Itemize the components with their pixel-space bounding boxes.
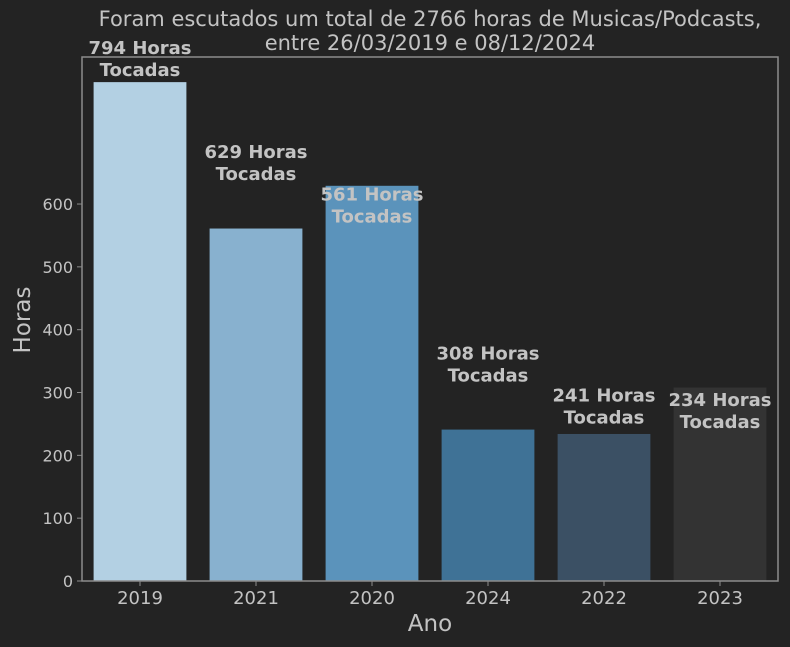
bar: [325, 185, 419, 581]
x-tick-label: 2021: [233, 588, 279, 609]
bar: [441, 429, 535, 581]
y-tick-label: 200: [42, 446, 73, 465]
y-tick-label: 0: [63, 572, 73, 591]
bar-data-label: Tocadas: [448, 365, 529, 386]
bar: [557, 433, 651, 581]
chart-title: Foram escutados um total de 2766 horas d…: [99, 7, 762, 55]
y-tick-label: 100: [42, 509, 73, 528]
bar-data-label: 629 Horas: [204, 142, 307, 163]
bar-data-label: 308 Horas: [436, 343, 539, 364]
bars-group: [93, 82, 767, 581]
bar-data-label: Tocadas: [332, 207, 413, 228]
bar: [673, 387, 767, 581]
x-tick-label: 2024: [465, 588, 511, 609]
y-tick-label: 400: [42, 321, 73, 340]
x-axis-label: Ano: [408, 611, 452, 637]
x-tick-label: 2023: [697, 588, 743, 609]
bar: [209, 228, 303, 581]
bar-data-label: 561 Horas: [320, 185, 423, 206]
bar-data-label: Tocadas: [216, 164, 297, 185]
y-axis-ticks: 0 100 200 300 400 500 600: [42, 195, 82, 591]
bar-data-label: Tocadas: [680, 412, 761, 433]
y-tick-label: 300: [42, 384, 73, 403]
y-tick-label: 600: [42, 195, 73, 214]
x-tick-label: 2020: [349, 588, 395, 609]
chart-title-line: Foram escutados um total de 2766 horas d…: [99, 7, 762, 31]
x-tick-label: 2022: [581, 588, 627, 609]
plot-frame: [81, 56, 779, 582]
bar-data-label: 234 Horas: [668, 390, 771, 411]
bar: [93, 82, 187, 581]
bar-data-label: 241 Horas: [552, 386, 655, 407]
bar-data-label: Tocadas: [100, 60, 181, 81]
bar-data-label: 794 Horas: [88, 38, 191, 59]
x-tick-label: 2019: [117, 588, 163, 609]
y-axis-label: Horas: [10, 287, 36, 354]
y-tick-label: 500: [42, 258, 73, 277]
bar-data-label: Tocadas: [564, 408, 645, 429]
x-axis-ticks: 2019 2021 2020 2024 2022 2023: [117, 581, 743, 609]
chart-title-line: entre 26/03/2019 e 08/12/2024: [265, 31, 596, 55]
